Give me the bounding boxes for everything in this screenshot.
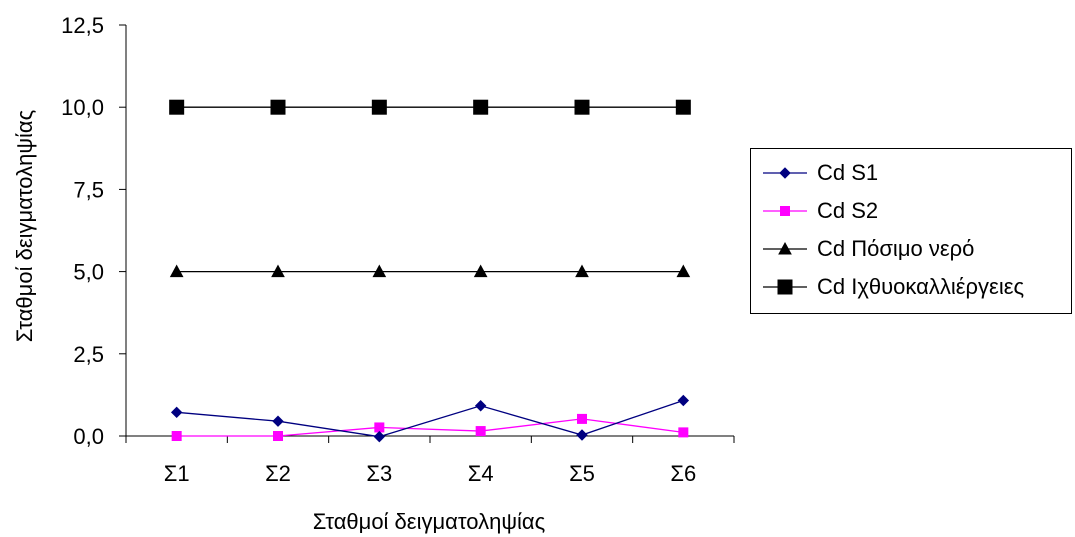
legend-swatch xyxy=(763,206,807,216)
legend: Cd S1 Cd S2 Cd Πόσιμο νερό Cd Ιχθυοκαλλιέργ… xyxy=(750,148,1072,314)
x-tick-label: Σ3 xyxy=(366,461,392,486)
legend-label: Cd Πόσιμο νερό xyxy=(817,236,975,261)
x-axis-ticks: Σ1 Σ2 Σ3 Σ4 Σ5 Σ6 xyxy=(125,436,735,486)
data-point-marker xyxy=(473,99,489,115)
series-line xyxy=(176,418,684,437)
data-point-marker xyxy=(575,264,589,278)
data-point-marker xyxy=(677,394,690,407)
data-point-marker xyxy=(676,264,691,278)
x-axis-title: Σταθμοί δειγματοληψίας xyxy=(313,509,545,534)
data-point-marker xyxy=(474,400,487,412)
legend-swatch xyxy=(763,279,807,295)
data-point-marker xyxy=(473,264,488,278)
data-point-marker xyxy=(169,99,185,115)
series-3 xyxy=(169,264,691,278)
data-point-marker xyxy=(577,413,587,424)
data-point-marker xyxy=(678,427,689,438)
data-point-marker xyxy=(675,99,691,115)
data-point-marker xyxy=(271,264,285,278)
data-point-marker xyxy=(171,431,182,441)
data-point-marker xyxy=(374,422,385,433)
data-point-marker xyxy=(272,415,284,427)
legend-item: Cd Ιχθυοκαλλιέργειες xyxy=(751,269,1071,305)
y-tick-label: 12,5 xyxy=(61,13,104,38)
data-point-marker xyxy=(475,426,486,437)
x-tick-label: Σ6 xyxy=(670,461,696,486)
x-tick-label: Σ2 xyxy=(265,461,291,486)
y-axis-title: Σταθμοί δειγματοληψίας xyxy=(12,110,37,342)
legend-item: Cd Πόσιμο νερό xyxy=(751,231,1071,267)
legend-swatch xyxy=(763,241,807,255)
y-tick-label: 7,5 xyxy=(73,177,104,202)
x-tick-label: Σ1 xyxy=(164,461,190,486)
y-tick-label: 5,0 xyxy=(73,260,104,285)
legend-swatch xyxy=(763,167,807,179)
legend-marker xyxy=(778,241,792,255)
legend-label: Cd Ιχθυοκαλλιέργειες xyxy=(817,274,1025,299)
data-point-marker xyxy=(270,99,286,115)
data-point-marker xyxy=(169,264,184,278)
legend-marker xyxy=(780,206,790,216)
series-line xyxy=(176,399,684,438)
series-2 xyxy=(171,413,689,441)
series-1 xyxy=(170,394,690,443)
y-tick-label: 2,5 xyxy=(73,342,104,367)
data-point-marker xyxy=(170,406,183,419)
x-tick-label: Σ5 xyxy=(569,461,595,486)
series-layer xyxy=(169,99,691,443)
data-point-marker xyxy=(574,99,590,115)
y-axis-ticks: 0,0 2,5 5,0 7,5 10,0 12,5 xyxy=(61,13,126,449)
series-4 xyxy=(169,99,691,115)
x-tick-label: Σ4 xyxy=(468,461,494,486)
y-tick-label: 0,0 xyxy=(73,424,104,449)
legend-marker xyxy=(779,167,791,179)
legend-marker xyxy=(777,279,793,295)
legend-item: Cd S2 xyxy=(751,193,1071,229)
data-point-marker xyxy=(371,99,387,115)
data-point-marker xyxy=(373,430,386,443)
data-point-marker xyxy=(372,264,387,278)
legend-item: Cd S1 xyxy=(751,155,1071,191)
y-tick-label: 10,0 xyxy=(61,95,104,120)
data-point-marker xyxy=(273,431,283,441)
legend-label: Cd S2 xyxy=(817,198,879,223)
data-point-marker xyxy=(576,429,588,441)
legend-label: Cd S1 xyxy=(817,160,879,185)
